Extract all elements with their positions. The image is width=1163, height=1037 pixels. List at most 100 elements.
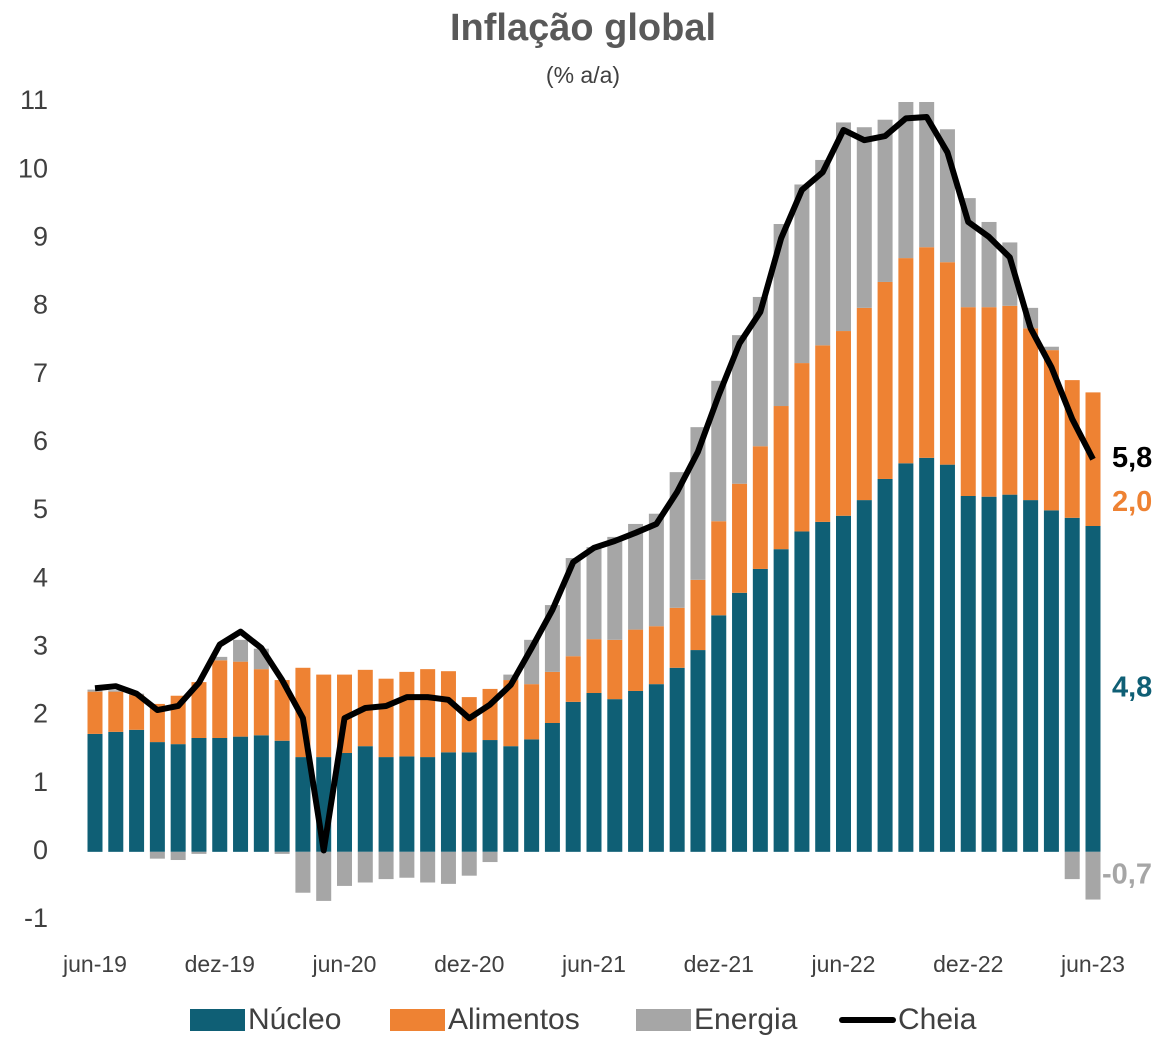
bar-segment (836, 122, 851, 332)
bar-segment (274, 740, 290, 852)
bar-segment (503, 674, 519, 681)
bar-segment (316, 851, 332, 901)
bar-segment (1085, 851, 1101, 900)
bar-segment (836, 515, 851, 852)
legend-swatch (636, 1009, 691, 1031)
bar-segment (1085, 392, 1101, 526)
bar-segment (877, 119, 893, 282)
bar-segment (1064, 851, 1080, 880)
bar-segment (877, 281, 893, 479)
bar-segment (898, 463, 914, 852)
legend-label: Alimentos (448, 1003, 580, 1036)
bar-segment (1043, 346, 1059, 351)
bar-segment (960, 307, 976, 497)
x-tick-label: jun-23 (1060, 951, 1125, 977)
plot-area (87, 102, 1101, 901)
bar-segment (1002, 242, 1018, 306)
y-tick-label: 4 (33, 562, 48, 592)
x-tick-label: dez-20 (434, 951, 504, 977)
data-label: 2,0 (1112, 486, 1152, 518)
bar-segment (836, 331, 851, 516)
bar-segment (233, 639, 249, 662)
y-tick-label: 8 (33, 290, 48, 320)
chart-subtitle: (% a/a) (546, 62, 620, 88)
bar-segment (544, 671, 560, 723)
bar-segment (648, 513, 664, 627)
x-tick-label: jun-22 (811, 951, 876, 977)
bar-segment (773, 224, 789, 407)
y-tick-label: 7 (33, 358, 48, 388)
bar-segment (794, 363, 810, 532)
y-tick-label: 10 (18, 153, 48, 183)
bar-segment (149, 851, 165, 859)
bar-segment (482, 851, 498, 863)
bar-segment (108, 691, 124, 732)
x-tick-label: dez-19 (185, 951, 255, 977)
data-label: 5,8 (1112, 442, 1152, 474)
legend-swatch (390, 1009, 445, 1031)
bar-segment (856, 307, 872, 501)
bar-segment (1085, 525, 1101, 852)
line-series (94, 113, 1096, 854)
bar-segment (399, 756, 415, 852)
y-tick-label: 6 (33, 426, 48, 456)
bar-segment (524, 739, 540, 852)
bar-segment (337, 851, 352, 886)
x-tick-label: jun-20 (312, 951, 377, 977)
bar-segment (690, 650, 706, 852)
legend-label: Núcleo (248, 1003, 341, 1036)
bar-segment (711, 615, 727, 852)
bar-segment (752, 296, 768, 447)
bar-segment (628, 523, 644, 630)
bar-segment (586, 639, 602, 694)
bar-segment (482, 740, 498, 852)
bar-segment (752, 568, 768, 852)
x-tick-label: jun-19 (62, 951, 127, 977)
legend-swatch (190, 1009, 245, 1031)
bar-segment (939, 464, 955, 852)
bar-segment (773, 549, 789, 852)
bar-segment (108, 690, 124, 692)
data-label: -0,7 (1102, 858, 1152, 890)
bar-segment (129, 695, 145, 730)
bar-segment (898, 258, 914, 464)
bar-segment (939, 262, 955, 465)
bar-segment (607, 699, 623, 852)
bar-segment (378, 678, 394, 758)
bar-segment (295, 851, 311, 893)
bar-segment (357, 746, 373, 852)
bar-segment (669, 472, 685, 608)
bar-segment (794, 184, 810, 364)
bar-segment (399, 671, 415, 757)
x-tick-label: dez-21 (684, 951, 754, 977)
bar-segment (274, 680, 290, 741)
bar-segment (586, 693, 602, 852)
bar-segment (1002, 305, 1018, 495)
bar-segment (378, 757, 394, 852)
bar-segment (711, 380, 727, 522)
bar-segment (233, 736, 249, 852)
bar-segment (732, 592, 748, 852)
bar-segment (87, 689, 103, 692)
bar-segment (191, 851, 207, 854)
bar-segment (440, 752, 456, 852)
bar-segment (420, 757, 436, 852)
bar-segment (461, 697, 477, 753)
bar-segment (544, 722, 560, 852)
bar-segment (212, 660, 228, 738)
x-tick-label: jun-21 (561, 951, 626, 977)
bar-segment (149, 703, 165, 743)
bar-segment (212, 737, 228, 852)
bar-segment (461, 851, 477, 876)
y-tick-label: 0 (33, 835, 48, 865)
bar-segment (149, 742, 165, 852)
bar-segment (752, 446, 768, 569)
bar-segment (794, 531, 810, 852)
bar-segment (191, 682, 207, 738)
bar-segment (357, 851, 373, 883)
bar-segment (461, 752, 477, 852)
y-tick-label: -1 (24, 903, 48, 933)
bar-segment (732, 483, 748, 593)
bar-segment (87, 733, 103, 852)
